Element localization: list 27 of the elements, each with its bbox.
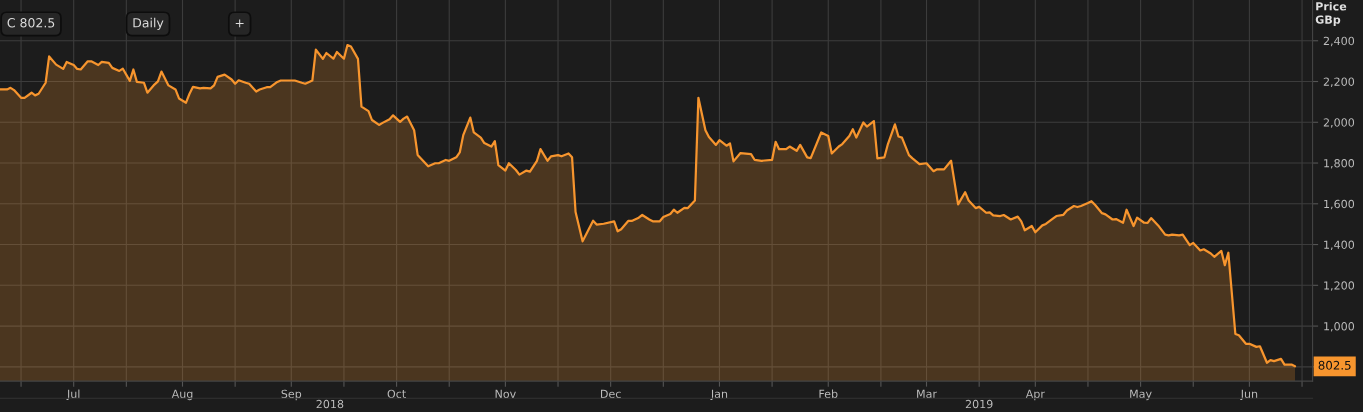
x-tick-label: Aug bbox=[171, 389, 193, 401]
annotation: + bbox=[235, 19, 244, 28]
x-tick-label: May bbox=[1130, 389, 1152, 401]
y-tick-label: 1,000 bbox=[1324, 322, 1355, 332]
x-tick-label: Apr bbox=[1025, 389, 1045, 401]
x2-tick-label: 2018 bbox=[316, 399, 344, 409]
y-tick-label: 1,400 bbox=[1324, 240, 1355, 251]
x-tick-label: Dec bbox=[601, 389, 621, 399]
x-tick-label: Jan bbox=[710, 389, 728, 401]
x-tick-label: Nov bbox=[495, 389, 516, 399]
x-tick-label: Jun bbox=[1240, 389, 1258, 401]
x2-tick-label: 2019 bbox=[965, 399, 993, 409]
y-tick-label: 2,200 bbox=[1323, 77, 1355, 88]
x-tick-label: Mar bbox=[917, 389, 937, 399]
y-axis-title: Price GBp bbox=[1315, 1, 1347, 26]
annotation: Daily bbox=[133, 17, 164, 30]
x-tick-label: Sep bbox=[281, 389, 302, 401]
annotation: 802.5 bbox=[1318, 360, 1351, 370]
y-tick-label: 2,400 bbox=[1323, 36, 1355, 47]
annotation: C 802.5 bbox=[7, 18, 55, 28]
y-tick-label: 2,000 bbox=[1323, 118, 1355, 128]
y-tick-label: 1,600 bbox=[1324, 199, 1355, 210]
x-tick-label: Jul bbox=[66, 389, 80, 401]
x-tick-label: Feb bbox=[819, 389, 838, 399]
y-tick-label: 1,200 bbox=[1324, 281, 1355, 291]
x-tick-label: Oct bbox=[387, 389, 406, 399]
y-tick-label: 1,800 bbox=[1324, 159, 1355, 169]
